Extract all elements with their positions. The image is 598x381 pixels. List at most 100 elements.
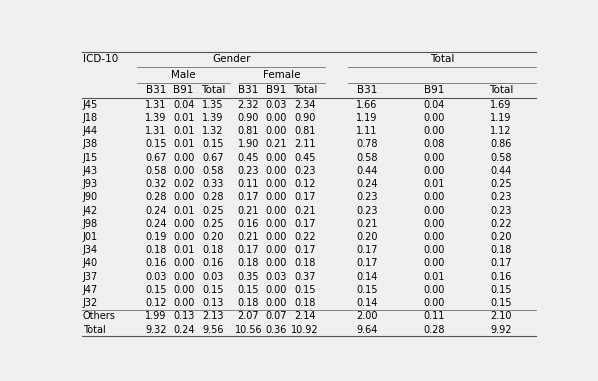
Text: Gender: Gender (212, 54, 251, 64)
Text: 0.17: 0.17 (294, 219, 316, 229)
Text: 0.15: 0.15 (294, 285, 316, 295)
Text: B91: B91 (173, 85, 194, 95)
Text: 0.03: 0.03 (202, 272, 224, 282)
Text: 0.20: 0.20 (490, 232, 512, 242)
Text: 0.18: 0.18 (490, 245, 512, 255)
Text: J42: J42 (83, 205, 98, 216)
Text: 0.11: 0.11 (423, 311, 444, 321)
Text: J34: J34 (83, 245, 97, 255)
Text: 0.24: 0.24 (173, 325, 194, 335)
Text: 0.90: 0.90 (238, 113, 259, 123)
Text: 10.92: 10.92 (291, 325, 319, 335)
Text: 0.01: 0.01 (423, 179, 444, 189)
Text: Others: Others (83, 311, 115, 321)
Text: 0.21: 0.21 (238, 205, 260, 216)
Text: 0.24: 0.24 (145, 219, 167, 229)
Text: 0.00: 0.00 (266, 232, 287, 242)
Text: 0.00: 0.00 (173, 285, 194, 295)
Text: J01: J01 (83, 232, 97, 242)
Text: 2.11: 2.11 (294, 139, 316, 149)
Text: 0.58: 0.58 (145, 166, 167, 176)
Text: 0.13: 0.13 (202, 298, 224, 308)
Text: 0.23: 0.23 (356, 205, 377, 216)
Text: 0.58: 0.58 (202, 166, 224, 176)
Text: 0.14: 0.14 (356, 272, 377, 282)
Text: 0.21: 0.21 (238, 232, 260, 242)
Text: 0.33: 0.33 (202, 179, 224, 189)
Text: 0.44: 0.44 (356, 166, 377, 176)
Text: 0.00: 0.00 (266, 258, 287, 269)
Text: Total: Total (83, 325, 105, 335)
Text: 0.18: 0.18 (238, 258, 259, 269)
Text: 0.24: 0.24 (145, 205, 167, 216)
Text: 0.03: 0.03 (266, 100, 287, 110)
Text: 0.01: 0.01 (173, 139, 194, 149)
Text: Total: Total (430, 54, 454, 64)
Text: 0.16: 0.16 (145, 258, 166, 269)
Text: 2.10: 2.10 (490, 311, 512, 321)
Text: 0.07: 0.07 (266, 311, 287, 321)
Text: 0.18: 0.18 (294, 258, 316, 269)
Text: 0.18: 0.18 (238, 298, 259, 308)
Text: J45: J45 (83, 100, 98, 110)
Text: 0.90: 0.90 (294, 113, 316, 123)
Text: 0.22: 0.22 (490, 219, 512, 229)
Text: 9.64: 9.64 (356, 325, 377, 335)
Text: 0.15: 0.15 (490, 285, 512, 295)
Text: 2.32: 2.32 (238, 100, 260, 110)
Text: J32: J32 (83, 298, 98, 308)
Text: 0.00: 0.00 (423, 232, 444, 242)
Text: 0.00: 0.00 (266, 179, 287, 189)
Text: J93: J93 (83, 179, 97, 189)
Text: 0.00: 0.00 (266, 192, 287, 202)
Text: 0.00: 0.00 (173, 192, 194, 202)
Text: 0.01: 0.01 (173, 113, 194, 123)
Text: 1.19: 1.19 (490, 113, 512, 123)
Text: Male: Male (172, 70, 196, 80)
Text: J18: J18 (83, 113, 97, 123)
Text: 0.00: 0.00 (266, 126, 287, 136)
Text: 0.81: 0.81 (238, 126, 259, 136)
Text: 0.18: 0.18 (202, 245, 224, 255)
Text: 1.32: 1.32 (202, 126, 224, 136)
Text: 9.56: 9.56 (202, 325, 224, 335)
Text: 0.16: 0.16 (490, 272, 512, 282)
Text: 0.17: 0.17 (238, 245, 260, 255)
Text: 2.07: 2.07 (238, 311, 260, 321)
Text: 0.12: 0.12 (145, 298, 167, 308)
Text: B31: B31 (356, 85, 377, 95)
Text: 0.15: 0.15 (356, 285, 377, 295)
Text: 2.00: 2.00 (356, 311, 377, 321)
Text: 0.00: 0.00 (423, 285, 444, 295)
Text: 0.18: 0.18 (145, 245, 166, 255)
Text: J44: J44 (83, 126, 97, 136)
Text: 0.03: 0.03 (145, 272, 166, 282)
Text: B31: B31 (146, 85, 166, 95)
Text: 0.58: 0.58 (490, 153, 512, 163)
Text: J15: J15 (83, 153, 98, 163)
Text: 0.22: 0.22 (294, 232, 316, 242)
Text: 1.11: 1.11 (356, 126, 377, 136)
Text: 0.78: 0.78 (356, 139, 377, 149)
Text: 0.86: 0.86 (490, 139, 512, 149)
Text: 0.23: 0.23 (294, 166, 316, 176)
Text: 0.01: 0.01 (423, 272, 444, 282)
Text: 0.00: 0.00 (266, 153, 287, 163)
Text: 2.14: 2.14 (294, 311, 316, 321)
Text: 0.20: 0.20 (356, 232, 377, 242)
Text: 0.37: 0.37 (294, 272, 316, 282)
Text: 0.16: 0.16 (238, 219, 259, 229)
Text: J38: J38 (83, 139, 97, 149)
Text: 0.21: 0.21 (294, 205, 316, 216)
Text: 0.00: 0.00 (266, 245, 287, 255)
Text: 0.00: 0.00 (423, 245, 444, 255)
Text: 1.39: 1.39 (202, 113, 224, 123)
Text: 2.13: 2.13 (202, 311, 224, 321)
Text: 0.28: 0.28 (202, 192, 224, 202)
Text: 0.00: 0.00 (266, 298, 287, 308)
Text: 0.14: 0.14 (356, 298, 377, 308)
Text: 1.19: 1.19 (356, 113, 377, 123)
Text: 9.92: 9.92 (490, 325, 512, 335)
Text: 0.81: 0.81 (294, 126, 316, 136)
Text: 2.34: 2.34 (294, 100, 316, 110)
